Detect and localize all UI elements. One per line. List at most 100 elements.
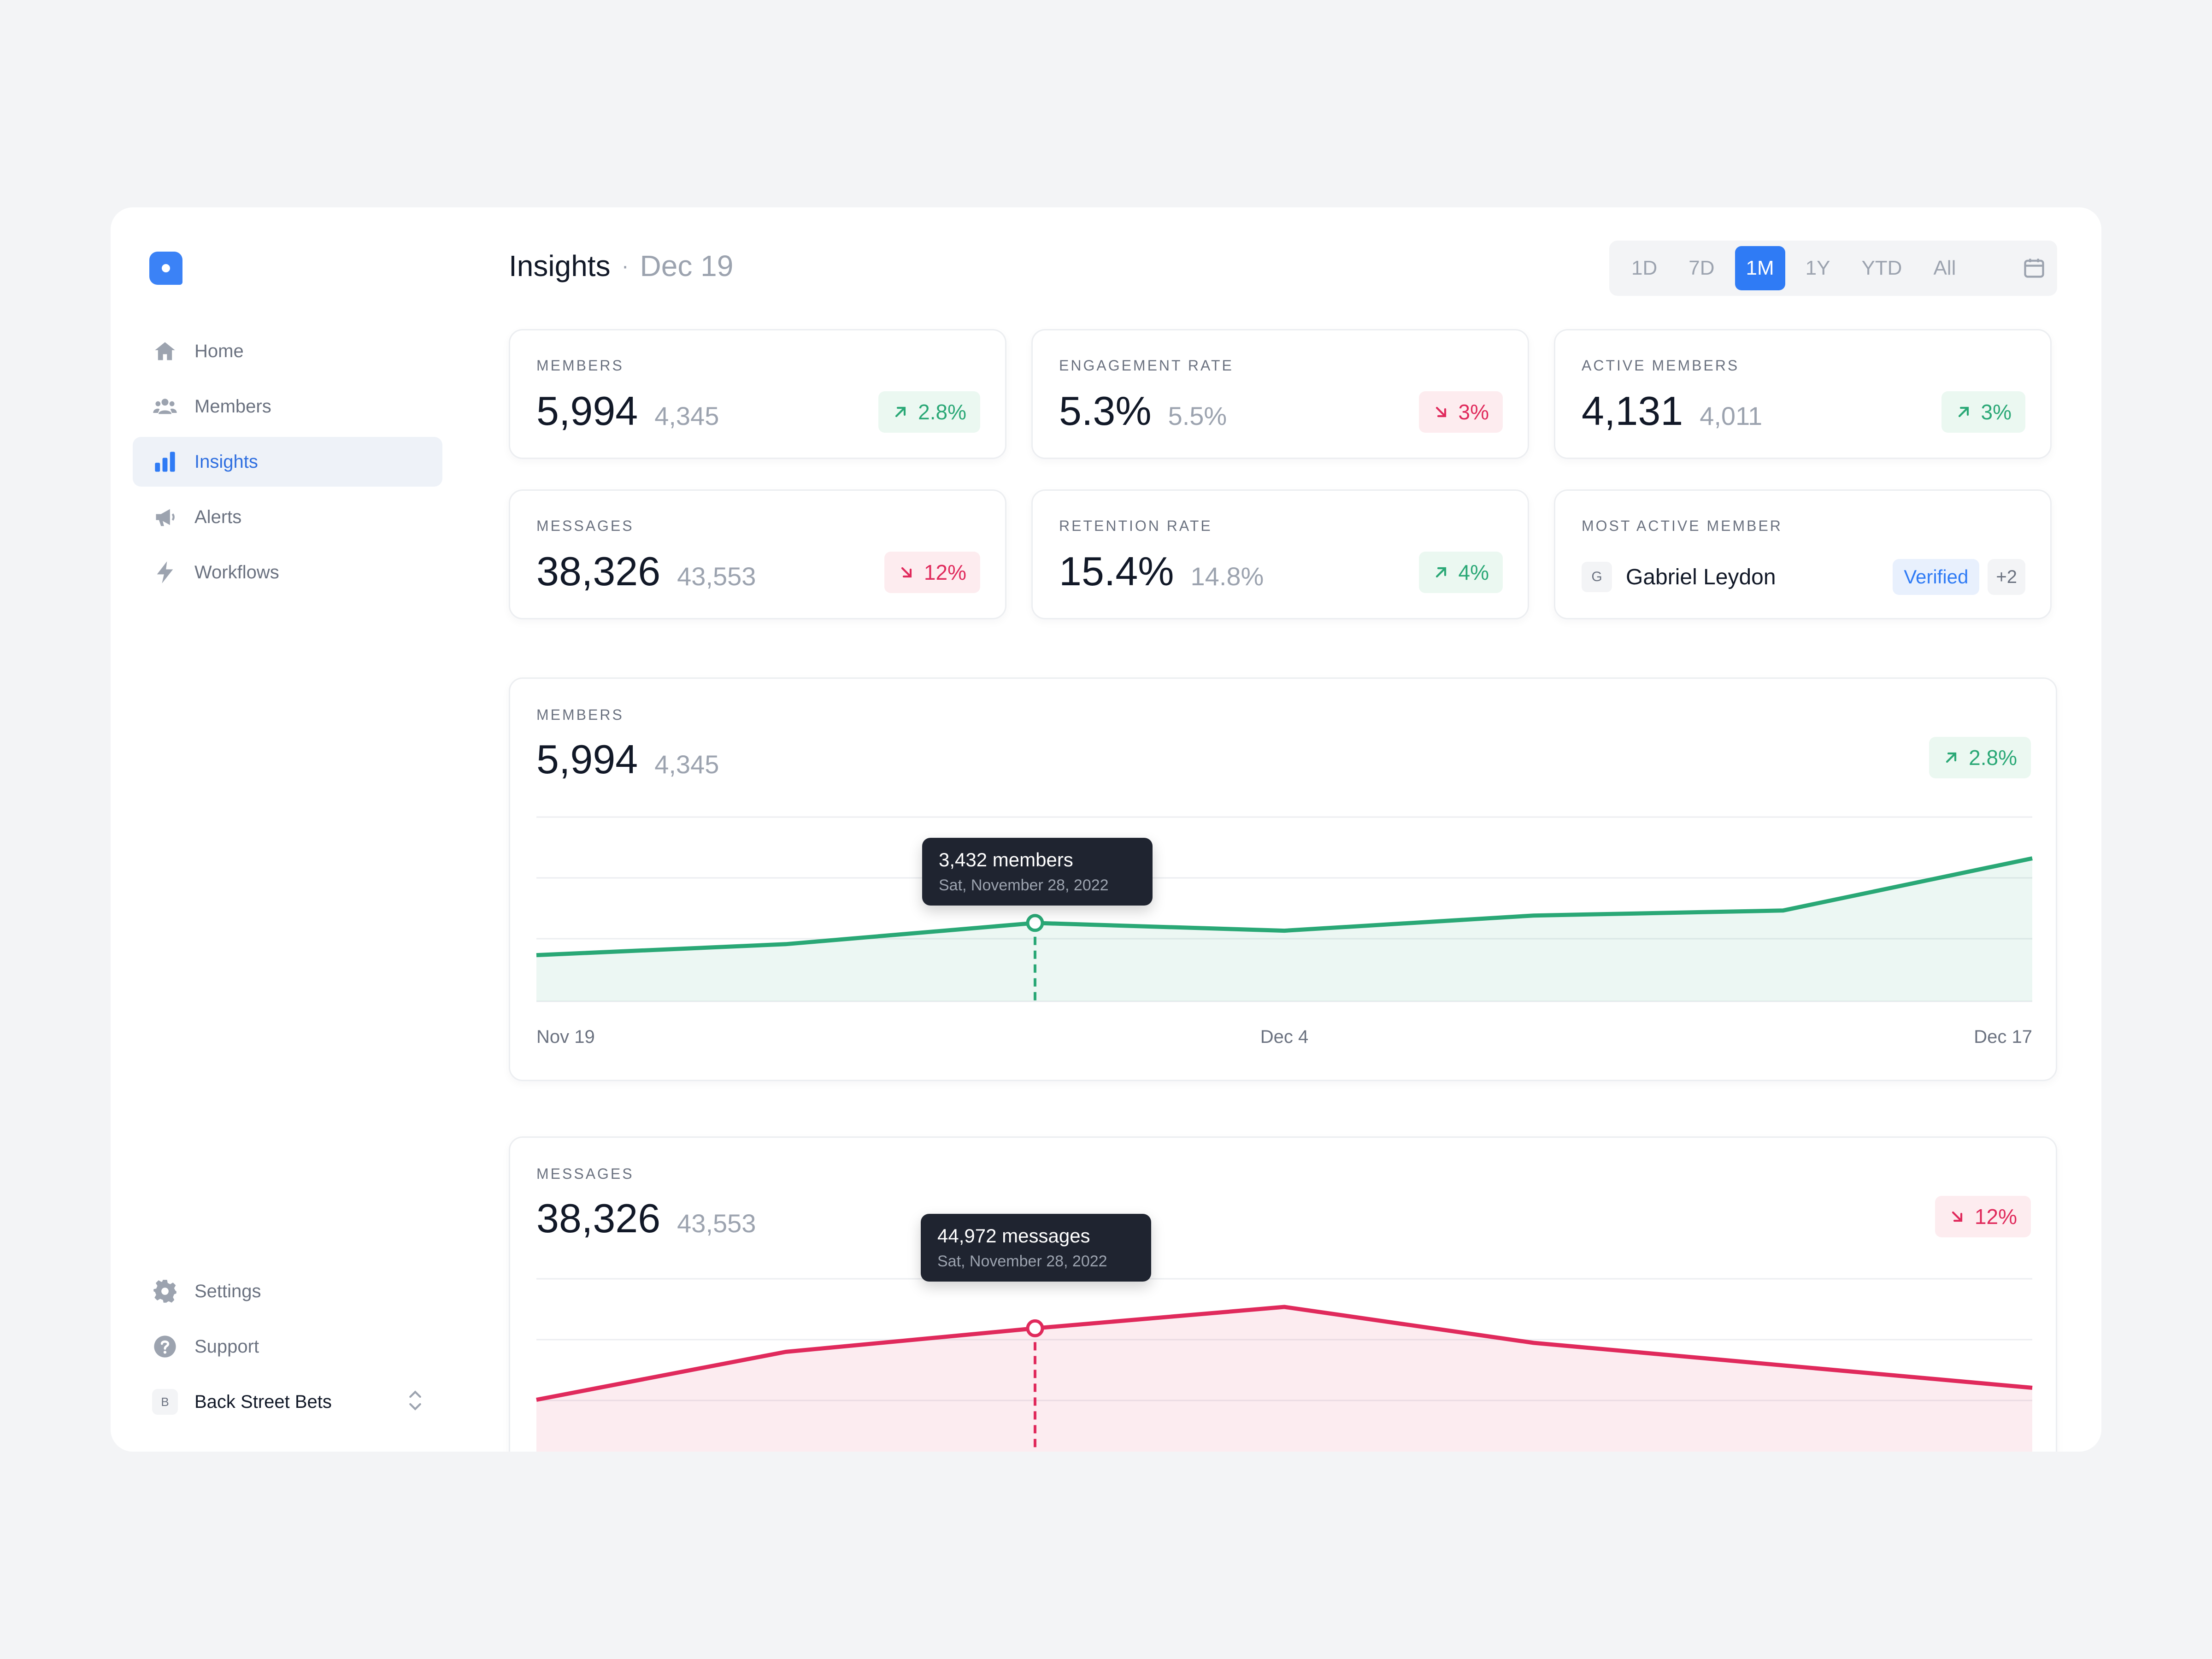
- delta-badge: 4%: [1418, 552, 1503, 593]
- sidebar-item-label: Members: [194, 396, 271, 417]
- tooltip-date: Sat, November 28, 2022: [937, 1253, 1107, 1270]
- delta-value: 2.8%: [1969, 746, 2017, 770]
- sidebar-item-label: Workflows: [194, 562, 279, 582]
- sidebar-item-insights[interactable]: Insights: [133, 437, 442, 487]
- members-chart[interactable]: Nov 19 Dec 4 Dec 17: [510, 679, 2059, 1082]
- range-1d-button[interactable]: 1D: [1631, 257, 1658, 279]
- highlight-point[interactable]: [1026, 1319, 1044, 1337]
- calendar-icon[interactable]: [2022, 256, 2046, 280]
- arrow-up-right-icon: [1435, 567, 1446, 578]
- chart-tooltip: 44,972 messages Sat, November 28, 2022: [921, 1214, 1151, 1282]
- highlight-point[interactable]: [1026, 914, 1044, 932]
- chart-label: MESSAGES: [536, 1165, 634, 1182]
- series-area: [536, 858, 2032, 1001]
- data-point[interactable]: [1780, 908, 1786, 913]
- delta-value: 12%: [924, 560, 966, 584]
- range-1y-button[interactable]: 1Y: [1805, 257, 1830, 279]
- sidebar-item-settings[interactable]: Settings: [133, 1266, 442, 1316]
- chart-current: 38,326: [536, 1195, 661, 1241]
- series-line[interactable]: [536, 856, 2033, 958]
- help-icon: [152, 1334, 178, 1359]
- range-ytd-button[interactable]: YTD: [1861, 257, 1902, 279]
- range-1m-button[interactable]: 1M: [1735, 246, 1785, 290]
- delta-badge: 3%: [1418, 391, 1503, 433]
- stat-card-retention-rate[interactable]: RETENTION RATE 15.4% 14.8% 4%: [1031, 489, 1529, 619]
- stat-label: ENGAGEMENT RATE: [1059, 357, 1234, 374]
- stat-card-active-members[interactable]: ACTIVE MEMBERS 4,131 4,011 3%: [1554, 329, 2052, 459]
- stat-card-members[interactable]: MEMBERS 5,994 4,345 2.8%: [509, 329, 1006, 459]
- sidebar-item-label: Insights: [194, 451, 258, 472]
- stat-current: 5,994: [536, 388, 638, 434]
- data-point[interactable]: [783, 1349, 788, 1355]
- series-area: [536, 1307, 2032, 1452]
- data-point[interactable]: [1282, 928, 1287, 934]
- data-point[interactable]: [1780, 1363, 1786, 1368]
- stat-value: 15.4% 14.8%: [1059, 548, 1264, 595]
- tooltip-value: 44,972 messages: [937, 1225, 1090, 1247]
- sidebar-item-alerts[interactable]: Alerts: [133, 492, 442, 542]
- megaphone-icon: [152, 504, 178, 530]
- x-tick-label: Dec 4: [1260, 1027, 1309, 1047]
- chevron-up-down-icon: [407, 1389, 423, 1414]
- data-point[interactable]: [2030, 1385, 2035, 1391]
- arrow-up-right-icon: [1958, 406, 1969, 418]
- gear-icon: [152, 1278, 178, 1304]
- messages-chart[interactable]: [510, 1138, 2059, 1452]
- sidebar-item-workflows[interactable]: Workflows: [133, 547, 442, 597]
- stat-card-engagement-rate[interactable]: ENGAGEMENT RATE 5.3% 5.5% 3%: [1031, 329, 1529, 459]
- data-point[interactable]: [1531, 1340, 1536, 1346]
- stat-label: MEMBERS: [536, 357, 624, 374]
- stat-current: 38,326: [536, 548, 661, 594]
- stat-value: 38,326 43,553: [536, 548, 756, 595]
- workspace-name: Back Street Bets: [194, 1391, 332, 1412]
- app-logo[interactable]: [149, 252, 182, 285]
- more-members-badge[interactable]: +2: [1988, 559, 2025, 595]
- sidebar-item-home[interactable]: Home: [133, 326, 442, 376]
- tooltip-date: Sat, November 28, 2022: [939, 877, 1109, 894]
- home-icon: [152, 338, 178, 364]
- arrow-up-right-icon: [1946, 752, 1957, 763]
- chart-label: MEMBERS: [536, 706, 624, 723]
- delta-badge: 2.8%: [878, 391, 980, 433]
- member-name[interactable]: Gabriel Leydon: [1626, 565, 1776, 589]
- stat-label: RETENTION RATE: [1059, 518, 1212, 534]
- delta-value: 2.8%: [918, 400, 966, 424]
- sidebar-item-members[interactable]: Members: [133, 382, 442, 431]
- arrow-down-right-icon: [1435, 406, 1446, 418]
- data-point[interactable]: [534, 1397, 539, 1403]
- stat-card-messages[interactable]: MESSAGES 38,326 43,553 12%: [509, 489, 1006, 619]
- range-all-button[interactable]: All: [1933, 257, 1956, 279]
- messages-chart-card: MESSAGES 38,326 43,553 12% 44,972 messag…: [509, 1136, 2057, 1452]
- time-range-selector: 1D 7D 1M 1Y YTD All: [1609, 241, 2057, 296]
- data-point[interactable]: [534, 953, 539, 958]
- data-point[interactable]: [783, 941, 788, 947]
- stat-current: 5.3%: [1059, 388, 1152, 434]
- chart-previous: 43,553: [677, 1209, 756, 1238]
- stat-previous: 5.5%: [1168, 401, 1227, 430]
- data-point[interactable]: [2030, 856, 2035, 861]
- stat-current: 4,131: [1582, 388, 1683, 434]
- arrow-up-right-icon: [895, 406, 906, 418]
- delta-badge: 12%: [884, 552, 980, 593]
- sidebar-bottom: Settings Support B Back Street Bets: [133, 1266, 442, 1432]
- stat-value: 5.3% 5.5%: [1059, 388, 1227, 435]
- stat-previous: 43,553: [677, 562, 756, 591]
- members-chart-card: MEMBERS 5,994 4,345 2.8% Nov 19 Dec 4 Dec …: [509, 677, 2057, 1081]
- sidebar-item-label: Alerts: [194, 506, 242, 527]
- range-7d-button[interactable]: 7D: [1688, 257, 1715, 279]
- data-point[interactable]: [1531, 913, 1536, 918]
- delta-badge: 2.8%: [1929, 737, 2031, 778]
- lightning-icon: [152, 559, 178, 585]
- chart-previous: 4,345: [654, 750, 719, 779]
- stat-label: ACTIVE MEMBERS: [1582, 357, 1740, 374]
- stat-previous: 4,345: [654, 401, 719, 430]
- sidebar-item-support[interactable]: Support: [133, 1322, 442, 1371]
- workspace-switcher[interactable]: B Back Street Bets: [133, 1377, 442, 1427]
- avatar: G: [1582, 562, 1612, 592]
- series-line[interactable]: [536, 1305, 2033, 1402]
- stat-current: 15.4%: [1059, 548, 1174, 594]
- chart-tooltip: 3,432 members Sat, November 28, 2022: [922, 838, 1153, 906]
- data-point[interactable]: [1282, 1304, 1287, 1310]
- stat-card-most-active-member[interactable]: MOST ACTIVE MEMBER G Gabriel Leydon Veri…: [1554, 489, 2052, 619]
- app-window: Home Members: [111, 207, 2101, 1452]
